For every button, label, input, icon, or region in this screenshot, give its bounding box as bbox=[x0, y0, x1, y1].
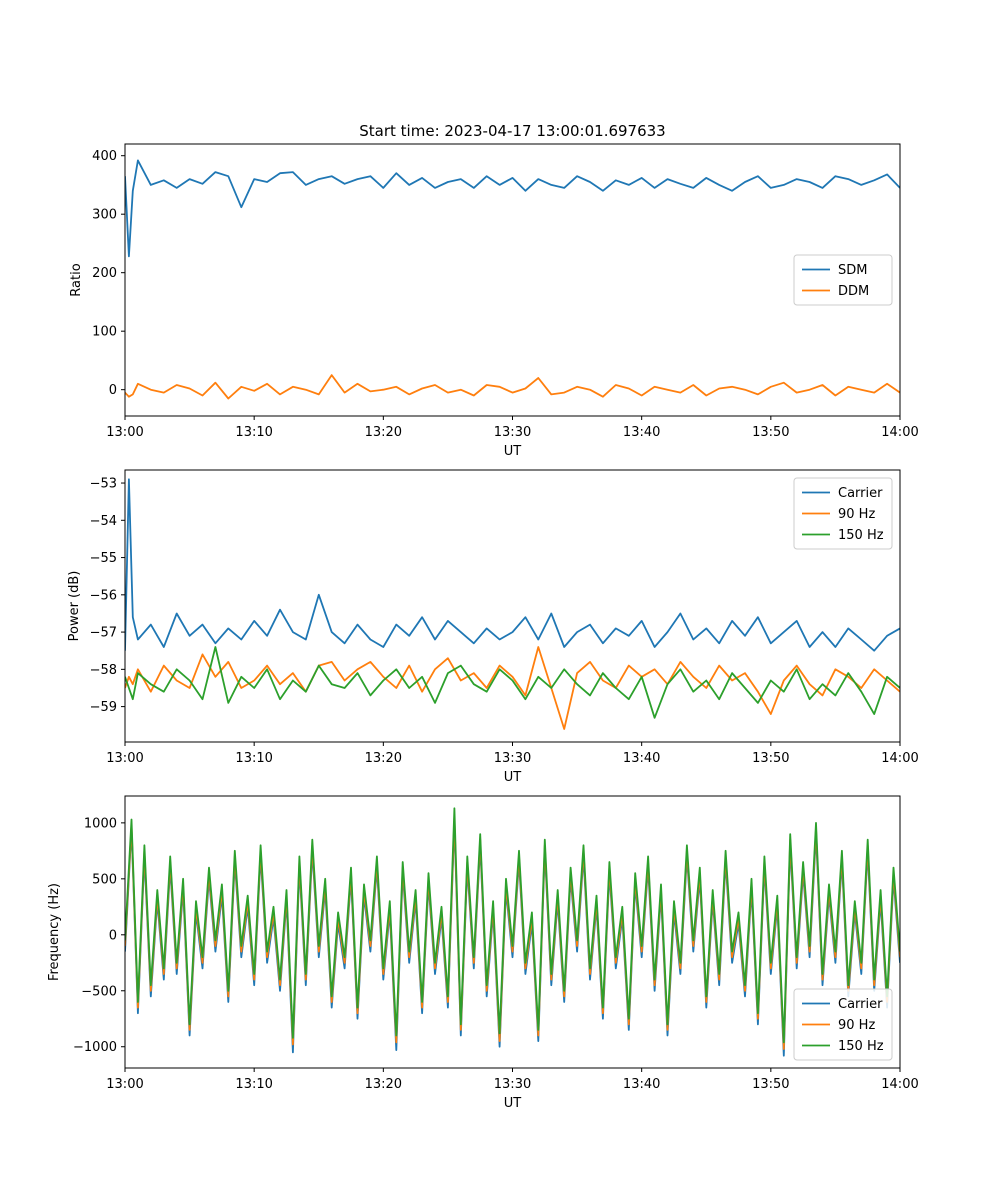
series-line-sdm bbox=[125, 159, 900, 258]
y-tick-label: −56 bbox=[90, 588, 117, 603]
series-group bbox=[125, 159, 900, 400]
series-group bbox=[125, 478, 900, 730]
legend-label: 90 Hz bbox=[838, 507, 875, 522]
x-tick-label: 13:50 bbox=[752, 751, 789, 766]
series-line-150-hz bbox=[125, 807, 900, 1044]
x-tick-label: 13:10 bbox=[235, 751, 272, 766]
x-tick-label: 13:30 bbox=[494, 425, 531, 440]
series-line-ddm bbox=[125, 374, 900, 400]
x-tick-label: 13:40 bbox=[623, 1077, 660, 1092]
x-tick-label: 13:30 bbox=[494, 1077, 531, 1092]
x-tick-label: 14:00 bbox=[881, 1077, 918, 1092]
series-group bbox=[125, 807, 900, 1057]
x-tick-label: 13:00 bbox=[106, 751, 143, 766]
y-tick-label: 200 bbox=[92, 266, 117, 281]
y-axis-label: Ratio bbox=[69, 263, 84, 296]
y-tick-label: −59 bbox=[90, 700, 117, 715]
legend-label: SDM bbox=[838, 263, 867, 278]
x-tick-label: 13:00 bbox=[106, 425, 143, 440]
legend-box bbox=[793, 988, 893, 1061]
legend-label: 90 Hz bbox=[838, 1018, 875, 1033]
y-tick-label: −1000 bbox=[73, 1040, 117, 1055]
x-axis-label: UT bbox=[504, 444, 522, 459]
x-tick-label: 14:00 bbox=[881, 425, 918, 440]
y-tick-label: −54 bbox=[90, 514, 117, 529]
x-axis-label: UT bbox=[504, 770, 522, 785]
x-tick-label: 13:50 bbox=[752, 1077, 789, 1092]
legend-label: 150 Hz bbox=[838, 1039, 884, 1054]
y-tick-label: 100 bbox=[92, 325, 117, 340]
y-tick-label: 0 bbox=[109, 383, 117, 398]
legend: Carrier 90 Hz 150 Hz bbox=[793, 988, 893, 1061]
series-line-90-hz bbox=[125, 646, 900, 730]
x-axis-label: UT bbox=[504, 1096, 522, 1111]
y-axis-label: Frequency (Hz) bbox=[47, 883, 62, 981]
x-tick-label: 13:40 bbox=[623, 751, 660, 766]
series-line-carrier bbox=[125, 478, 900, 652]
y-tick-label: −53 bbox=[90, 477, 117, 492]
legend-label: Carrier bbox=[838, 997, 883, 1012]
x-tick-label: 13:20 bbox=[365, 751, 402, 766]
y-axis-label: Power (dB) bbox=[67, 571, 82, 642]
x-tick-label: 13:20 bbox=[365, 1077, 402, 1092]
x-tick-label: 13:30 bbox=[494, 751, 531, 766]
frequency-panel: 13:00 13:10 13:20 13:30 13:40 13:50 14:00 −1000… bbox=[47, 795, 919, 1111]
y-tick-label: −57 bbox=[90, 626, 117, 641]
y-tick-label: 400 bbox=[92, 149, 117, 164]
series-line-90-hz bbox=[125, 816, 900, 1050]
x-tick-label: 13:10 bbox=[235, 1077, 272, 1092]
ratio-panel: 13:00 13:10 13:20 13:30 13:40 13:50 14:00 0 100 2… bbox=[69, 143, 919, 459]
figure-title: Start time: 2023-04-17 13:00:01.697633 bbox=[359, 122, 665, 140]
x-tick-label: 13:40 bbox=[623, 425, 660, 440]
y-tick-label: −58 bbox=[90, 663, 117, 678]
x-tick-label: 13:20 bbox=[365, 425, 402, 440]
y-tick-label: −500 bbox=[81, 984, 117, 999]
power-panel: 13:00 13:10 13:20 13:30 13:40 13:50 14:00 −59 −5… bbox=[67, 469, 919, 785]
legend-label: DDM bbox=[838, 284, 869, 299]
x-tick-label: 13:50 bbox=[752, 425, 789, 440]
x-tick-label: 14:00 bbox=[881, 751, 918, 766]
legend: Carrier 90 Hz 150 Hz bbox=[793, 477, 893, 550]
series-line-150-hz bbox=[125, 646, 900, 719]
y-tick-label: 0 bbox=[109, 928, 117, 943]
y-tick-label: 500 bbox=[92, 872, 117, 887]
y-tick-label: −55 bbox=[90, 551, 117, 566]
legend-label: 150 Hz bbox=[838, 528, 884, 543]
series-line-carrier bbox=[125, 822, 900, 1057]
legend: SDM DDM bbox=[793, 254, 893, 306]
legend-box bbox=[793, 477, 893, 550]
legend-box bbox=[793, 254, 893, 306]
x-tick-label: 13:00 bbox=[106, 1077, 143, 1092]
y-tick-label: 300 bbox=[92, 208, 117, 223]
y-tick-label: 1000 bbox=[84, 816, 117, 831]
legend-label: Carrier bbox=[838, 486, 883, 501]
x-tick-label: 13:10 bbox=[235, 425, 272, 440]
